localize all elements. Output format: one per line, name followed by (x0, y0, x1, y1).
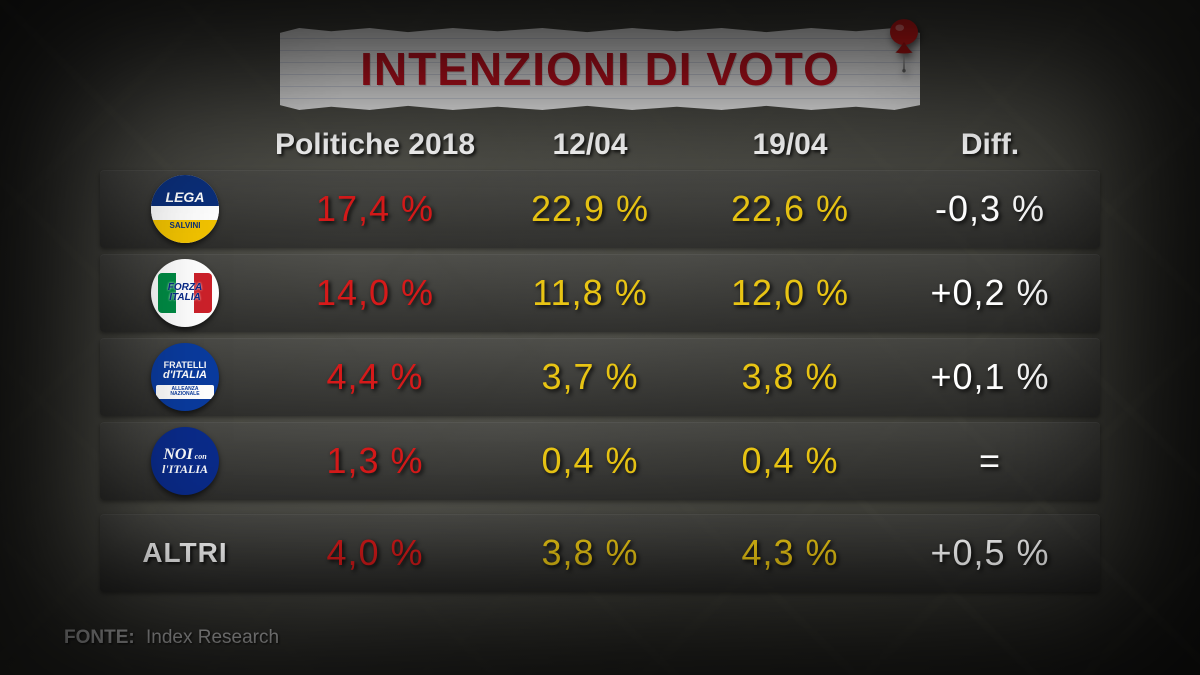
value-c1: 4,4 % (260, 356, 490, 398)
table-row: LEGASALVINI 17,4 %22,9 %22,6 %-0,3 % (100, 170, 1100, 248)
value-c3: 22,6 % (690, 188, 890, 230)
header-col4: Diff. (890, 128, 1090, 162)
poll-table: Politiche 2018 12/04 19/04 Diff. LEGASAL… (100, 120, 1100, 598)
party-cell: FRATELLId'ITALIAALLEANZA NAZIONALE (110, 343, 260, 411)
value-c2: 3,8 % (490, 532, 690, 574)
value-c2: 0,4 % (490, 440, 690, 482)
value-c4: +0,1 % (890, 356, 1090, 398)
value-c2: 3,7 % (490, 356, 690, 398)
value-c3: 12,0 % (690, 272, 890, 314)
party-logo-lega: LEGASALVINI (151, 175, 219, 243)
party-logo-noi-con-italia: NOI conl'ITALIA (151, 427, 219, 495)
table-row: NOI conl'ITALIA1,3 %0,4 %0,4 %= (100, 422, 1100, 500)
value-c4: +0,2 % (890, 272, 1090, 314)
header-col3: 19/04 (690, 128, 890, 162)
value-c3: 3,8 % (690, 356, 890, 398)
value-c2: 11,8 % (490, 272, 690, 314)
value-c1: 17,4 % (260, 188, 490, 230)
pushpin-icon (882, 18, 926, 74)
value-c4: = (890, 440, 1090, 482)
table-row: ALTRI 4,0 %3,8 %4,3 %+0,5 % (100, 514, 1100, 592)
value-c1: 1,3 % (260, 440, 490, 482)
party-cell: FORZAITALIA (110, 259, 260, 327)
title-banner: INTENZIONI DI VOTO (280, 28, 920, 110)
source-label: FONTE: (64, 627, 135, 648)
party-cell: LEGASALVINI (110, 175, 260, 243)
header-col1: Politiche 2018 (260, 128, 490, 162)
table-row: FORZAITALIA 14,0 %11,8 %12,0 %+0,2 % (100, 254, 1100, 332)
value-c4: +0,5 % (890, 532, 1090, 574)
source-value: Index Research (146, 627, 279, 648)
party-label: ALTRI (142, 537, 227, 569)
value-c1: 14,0 % (260, 272, 490, 314)
party-cell: ALTRI (110, 537, 260, 569)
table-header-row: Politiche 2018 12/04 19/04 Diff. (100, 120, 1100, 170)
title-text: INTENZIONI DI VOTO (280, 28, 920, 110)
table-row: FRATELLId'ITALIAALLEANZA NAZIONALE4,4 %3… (100, 338, 1100, 416)
value-c3: 0,4 % (690, 440, 890, 482)
value-c2: 22,9 % (490, 188, 690, 230)
header-col2: 12/04 (490, 128, 690, 162)
value-c1: 4,0 % (260, 532, 490, 574)
party-cell: NOI conl'ITALIA (110, 427, 260, 495)
source-line: FONTE: Index Research (64, 627, 279, 649)
value-c4: -0,3 % (890, 188, 1090, 230)
value-c3: 4,3 % (690, 532, 890, 574)
party-logo-forza-italia: FORZAITALIA (151, 259, 219, 327)
party-logo-fratelli-italia: FRATELLId'ITALIAALLEANZA NAZIONALE (151, 343, 219, 411)
